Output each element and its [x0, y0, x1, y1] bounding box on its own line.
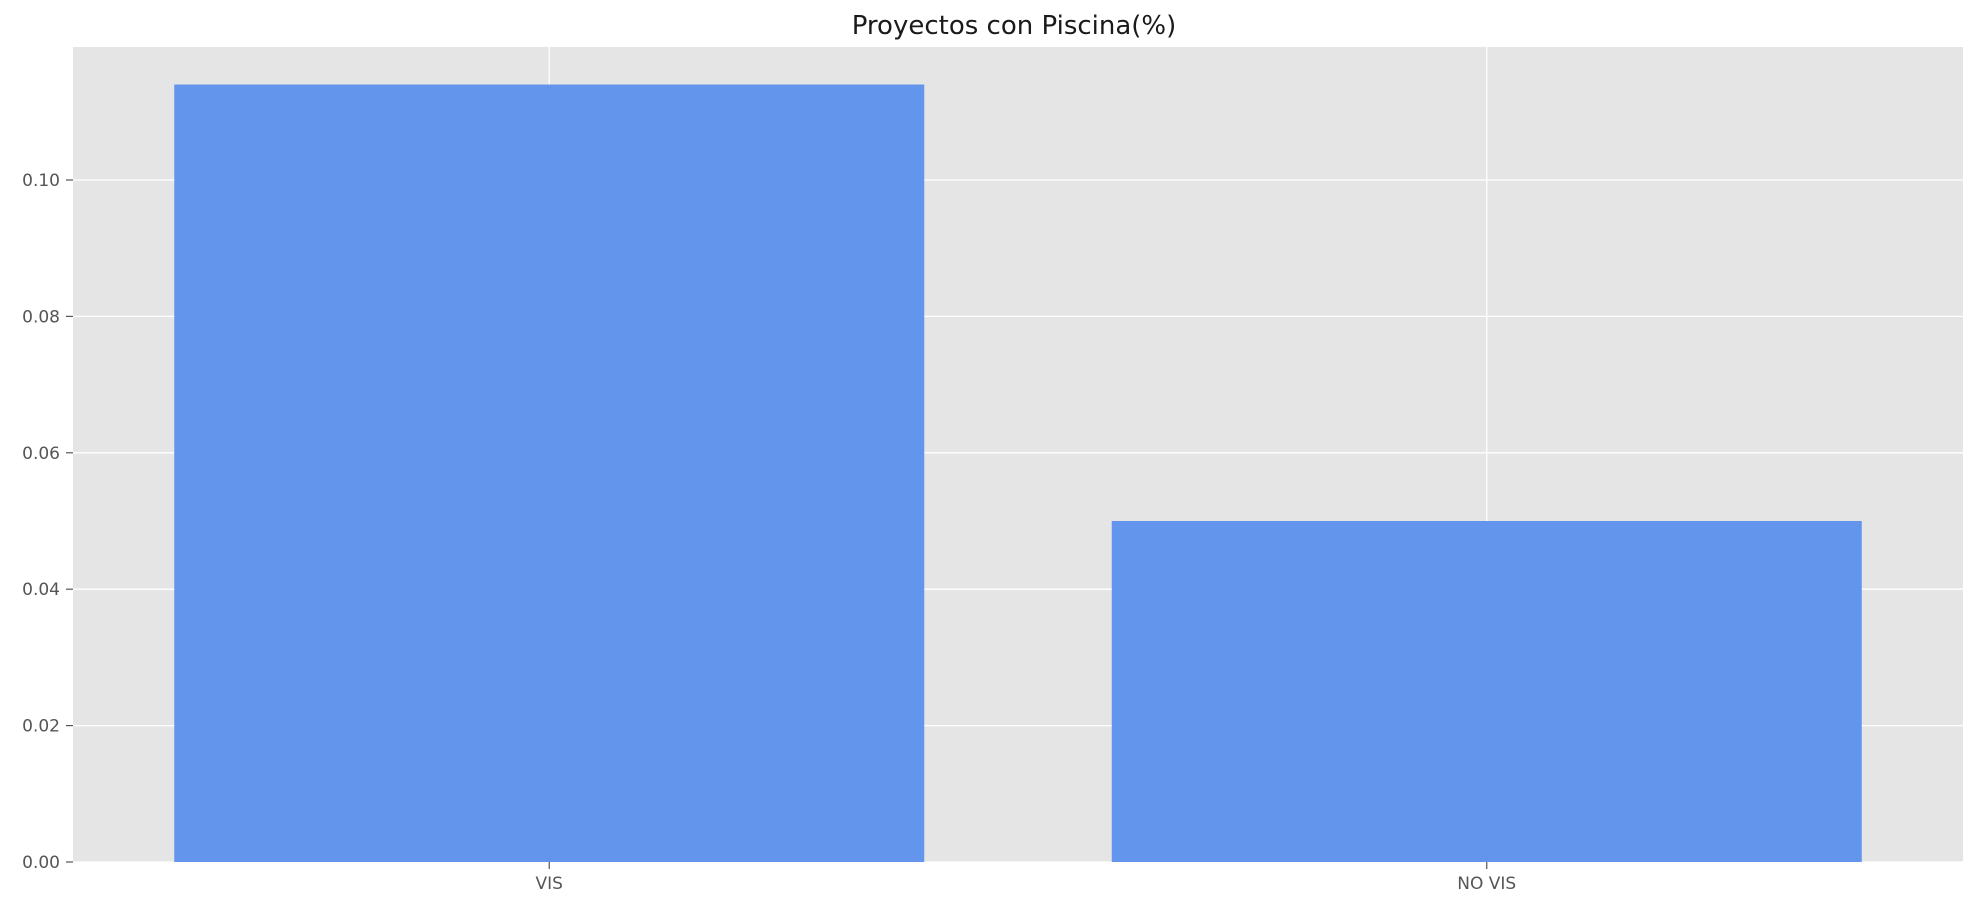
y-tick-label: 0.04: [22, 580, 60, 600]
chart-title: Proyectos con Piscina(%): [852, 11, 1177, 41]
bar-vis: [174, 84, 925, 863]
y-tick-label: 0.10: [22, 171, 60, 191]
bars: [174, 84, 1862, 863]
y-tick-label: 0.00: [22, 853, 60, 873]
axes: 0.00 0.02 0.04 0.06 0.08 0.10 VIS NO VIS: [22, 171, 1516, 894]
y-tick-label: 0.02: [22, 717, 60, 737]
bar-no-vis: [1111, 520, 1862, 862]
y-tick-label: 0.06: [22, 444, 60, 464]
x-tick-label: NO VIS: [1457, 874, 1516, 894]
x-tick-label: VIS: [536, 874, 563, 894]
y-tick-label: 0.08: [22, 307, 60, 327]
